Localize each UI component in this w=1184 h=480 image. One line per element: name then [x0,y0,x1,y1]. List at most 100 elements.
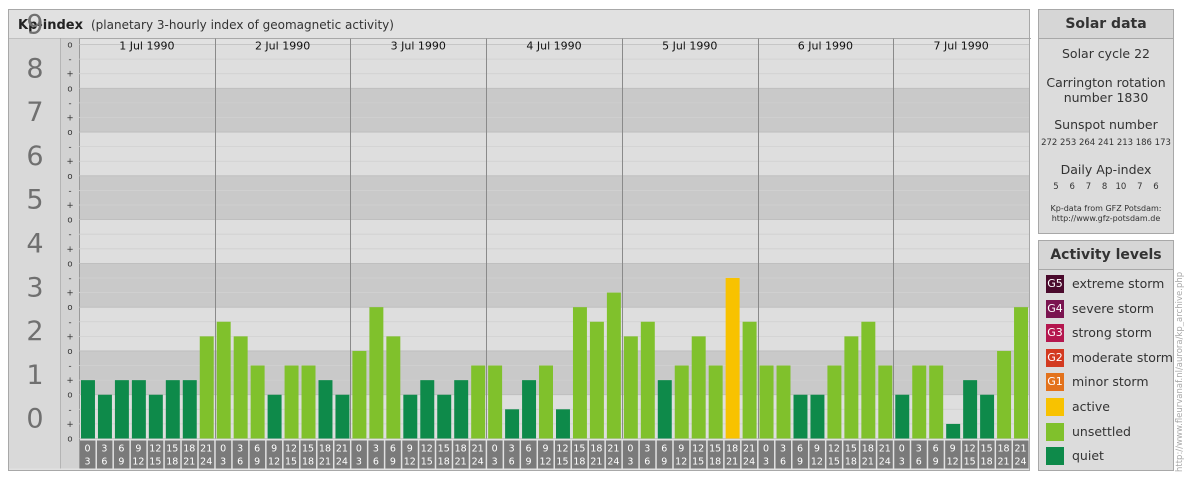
interval-end-label: 18 [709,457,721,468]
ap-index-values: 5 6 7 8 10 7 6 [1053,182,1159,192]
interval-end-label: 18 [573,457,585,468]
interval-label-box [453,440,469,469]
y-tick-label: 3 [26,272,43,303]
interval-start-label: 15 [166,444,178,455]
interval-start-label: 18 [590,444,602,455]
interval-label-box [249,440,266,469]
y-tick-label: 7 [26,97,43,128]
chart-title: Kp-index [18,18,84,33]
kp-bar [148,394,163,439]
interval-label-box [198,440,215,469]
interval-end-label: 15 [149,457,161,468]
band-3 [79,263,1029,308]
activity-levels-panel: Activity levels G5 extreme storm G4 severe … [1038,240,1174,471]
interval-label-box [317,440,333,469]
solar-cycle: Solar cycle 22 [1061,46,1150,61]
kp-bar [318,380,333,439]
interval-label-box [588,440,605,469]
y-subtick-label: - [68,362,71,372]
interval-label-box [164,440,181,469]
day-label: 7 Jul 1990 [934,40,989,53]
interval-end-label: 24 [743,457,755,468]
interval-start-label: 3 [373,444,379,455]
interval-end-label: 3 [84,457,90,468]
interval-start-label: 6 [933,444,939,455]
kp-bar [505,409,520,439]
interval-start-label: 6 [254,444,260,455]
legend-label: quiet [1072,448,1104,464]
y-subtick-label: + [66,70,73,80]
interval-label-box [979,440,995,469]
interval-start-label: 9 [950,444,956,455]
kp-bar [488,365,503,439]
interval-label-box [945,440,961,469]
y-subtick-label: o [67,303,72,313]
interval-label-box [741,440,758,469]
interval-start-label: 9 [135,444,141,455]
interval-label-box [487,440,503,469]
interval-start-label: 0 [220,444,226,455]
kp-bar [131,380,146,439]
interval-label-box [419,440,435,469]
interval-label-box [724,440,741,469]
source-link[interactable]: http://www.gfz-potsdam.de [1051,214,1161,223]
interval-label-box [860,440,876,469]
interval-end-label: 24 [336,457,348,468]
interval-label-box [80,440,96,469]
interval-end-label: 3 [356,457,362,468]
kp-bar [216,321,231,439]
band-8 [79,44,1029,89]
interval-start-label: 12 [149,444,161,455]
interval-start-label: 12 [964,444,976,455]
interval-label-box [266,440,283,469]
kp-bar [844,336,859,439]
interval-label-box [130,440,147,469]
kp-bar [674,365,689,439]
interval-label-box [555,440,571,469]
interval-label-box [1013,440,1029,469]
y-subtick-label: o [67,128,72,138]
interval-end-label: 21 [319,457,331,468]
interval-label-box [368,440,384,469]
interval-end-label: 21 [183,457,195,468]
band-5 [79,175,1029,220]
interval-end-label: 3 [220,457,226,468]
interval-label-box [996,440,1012,469]
legend-swatch [1046,422,1064,441]
y-subtick-label: - [68,143,71,153]
interval-end-label: 3 [763,457,769,468]
kp-bar [301,365,316,439]
kp-bar [980,394,995,439]
interval-end-label: 9 [797,457,803,468]
interval-start-label: 12 [692,444,704,455]
chart-subtitle: (planetary 3-hourly index of geomagnetic… [91,18,394,32]
interval-label-box [215,440,232,469]
kp-bar [386,336,401,439]
interval-start-label: 0 [627,444,633,455]
kp-chart: Kp-index (planetary 3-hourly index of geo… [9,10,1031,469]
interval-start-label: 21 [879,444,891,455]
interval-start-label: 15 [845,444,857,455]
interval-start-label: 21 [336,444,348,455]
kp-bar [776,365,791,439]
kp-bar [1014,307,1028,439]
interval-label-box [402,440,418,469]
legend-label: severe storm [1072,300,1154,316]
kp-bar [997,350,1012,439]
kp-bar [284,365,299,439]
y-subtick-label: - [68,230,71,240]
interval-label-box [538,440,554,469]
interval-label-box [894,440,910,469]
interval-label-box [300,440,316,469]
kp-bar [793,394,808,439]
interval-label-box [113,440,130,469]
interval-label-box [334,440,350,469]
y-tick-label: 2 [26,316,43,347]
y-subtick-label: + [66,245,73,255]
y-subtick-label: o [67,41,72,51]
interval-end-label: 9 [661,457,667,468]
kp-bar [454,380,469,439]
kp-bar [437,394,452,439]
kp-bar [946,423,961,439]
y-subtick-label: o [67,259,72,269]
